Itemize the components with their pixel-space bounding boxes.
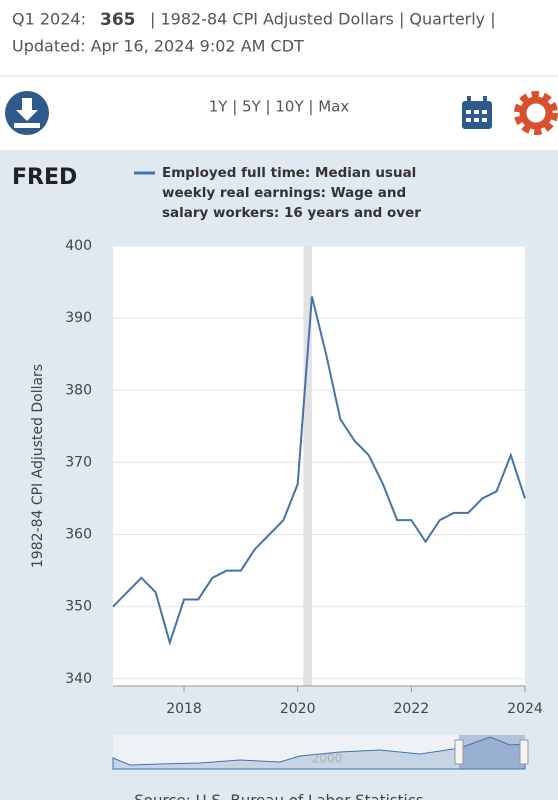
x-tick-label: 2018	[166, 701, 202, 717]
y-tick-label: 390	[65, 310, 92, 326]
y-axis-label: 1982-84 CPI Adjusted Dollars	[30, 364, 46, 568]
navigator[interactable]	[112, 735, 529, 770]
x-tick-label: 2024	[507, 701, 543, 717]
y-tick-label: 380	[65, 382, 92, 398]
legend-entry: Employed full time: Median usual weekly r…	[162, 165, 421, 221]
logo: FRED	[12, 165, 77, 190]
series-line	[112, 296, 526, 647]
x-tick-label: 2020	[280, 701, 316, 717]
x-tick-label: 2022	[394, 701, 430, 717]
y-tick-label: 400	[65, 238, 92, 254]
y-tick-label: 360	[65, 527, 92, 543]
recession-shade	[303, 246, 312, 686]
y-tick-label: 350	[65, 599, 92, 615]
plot-area	[113, 246, 525, 686]
calendar-button[interactable]	[462, 96, 492, 129]
source: Source: U.S. Bureau of Labor Statistics	[134, 792, 424, 801]
series-info: | 1982-84 CPI Adjusted Dollars | Quarter…	[150, 10, 496, 29]
range-buttons[interactable]: 1Y | 5Y | 10Y | Max	[209, 98, 350, 116]
y-tick-label: 370	[65, 454, 92, 470]
download-button[interactable]	[5, 91, 49, 135]
period: Q1 2024:	[12, 10, 86, 29]
latest-value: 365	[100, 10, 136, 30]
updated: Updated: Apr 16, 2024 9:02 AM CDT	[12, 37, 304, 56]
y-tick-label: 340	[65, 671, 92, 687]
navigator-label: 2000	[312, 752, 343, 766]
settings-button[interactable]	[514, 91, 558, 135]
